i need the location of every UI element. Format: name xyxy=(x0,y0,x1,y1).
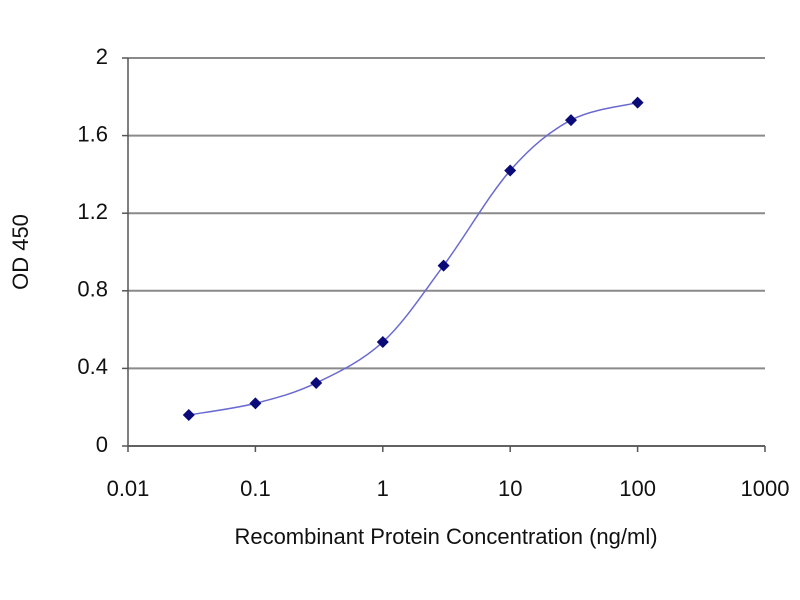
y-tick-label: 0 xyxy=(96,432,108,457)
data-point xyxy=(437,259,450,272)
x-tick-label: 0.01 xyxy=(107,476,150,501)
x-tick-label: 100 xyxy=(619,476,656,501)
x-axis-label: Recombinant Protein Concentration (ng/ml… xyxy=(234,524,657,549)
y-axis-label: OD 450 xyxy=(8,214,33,290)
y-tick-label: 0.4 xyxy=(77,354,108,379)
y-tick-label: 1.2 xyxy=(77,199,108,224)
data-point xyxy=(631,96,644,109)
data-point xyxy=(376,336,389,349)
x-tick-label: 0.1 xyxy=(240,476,271,501)
data-point xyxy=(249,397,262,410)
data-point xyxy=(564,114,577,127)
x-tick-label: 10 xyxy=(498,476,522,501)
x-tick-label: 1 xyxy=(377,476,389,501)
y-tick-label: 2 xyxy=(96,44,108,69)
y-tick-label: 0.8 xyxy=(77,277,108,302)
data-point xyxy=(310,376,323,389)
data-line xyxy=(188,101,638,416)
data-point xyxy=(504,164,517,177)
y-tick-label: 1.6 xyxy=(77,121,108,146)
data-point xyxy=(182,408,195,421)
x-tick-label: 1000 xyxy=(741,476,790,501)
